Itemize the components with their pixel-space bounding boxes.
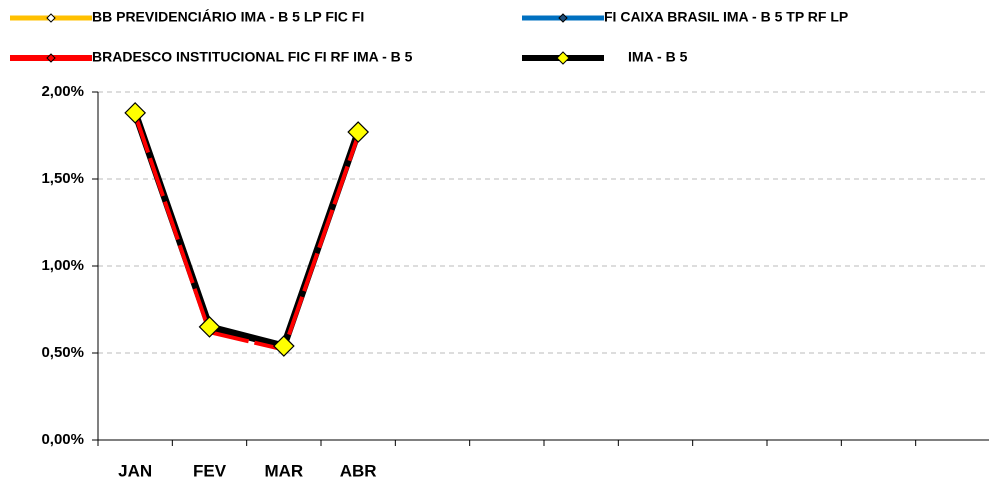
y-tick-label: 0,00% — [41, 431, 84, 448]
marker — [124, 102, 147, 124]
marker — [198, 316, 221, 338]
legend-label: BB PREVIDENCIÁRIO IMA - B 5 LP FIC FI — [92, 9, 364, 25]
legend-marker — [556, 51, 570, 65]
y-tick-label: 2,00% — [41, 83, 84, 100]
x-tick-label: FEV — [193, 461, 227, 480]
legend-label: BRADESCO INSTITUCIONAL FIC FI RF IMA - B… — [92, 49, 413, 65]
legend-label: FI CAIXA BRASIL IMA - B 5 TP RF LP — [604, 9, 848, 25]
legend-marker — [46, 13, 56, 23]
y-tick-label: 1,50% — [41, 170, 84, 187]
marker — [347, 121, 370, 143]
x-tick-label: JAN — [118, 461, 152, 480]
legend-marker — [46, 53, 56, 63]
legend-label: IMA - B 5 — [628, 49, 688, 65]
marker — [272, 335, 295, 357]
x-tick-label: MAR — [264, 461, 303, 480]
x-tick-label: ABR — [340, 461, 377, 480]
legend-marker — [558, 13, 568, 23]
y-tick-label: 0,50% — [41, 344, 84, 361]
series-line — [133, 113, 361, 352]
y-tick-label: 1,00% — [41, 257, 84, 274]
